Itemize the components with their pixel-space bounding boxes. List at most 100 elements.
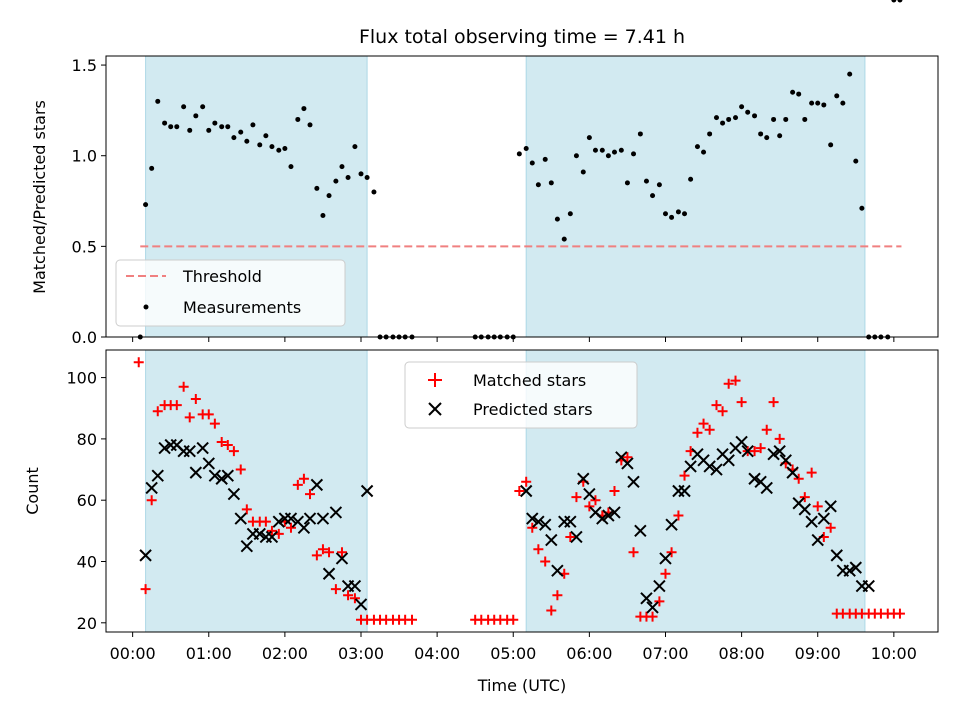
measurement-point <box>529 160 535 166</box>
matched-point <box>717 406 728 417</box>
matched-point <box>152 406 163 417</box>
measurement-point <box>371 189 377 195</box>
measurement-point <box>307 122 313 128</box>
predicted-point <box>583 487 596 501</box>
measurement-point <box>796 91 802 97</box>
matched-point <box>305 489 316 500</box>
matched-point <box>241 504 252 515</box>
measurements-legend-label: Measurements <box>183 298 301 317</box>
matched-point <box>349 593 360 604</box>
top-legend-box <box>115 259 346 327</box>
matched-point <box>203 409 214 420</box>
matched-point <box>407 614 418 625</box>
measurement-point <box>358 171 364 177</box>
matched-point <box>146 495 157 506</box>
measurement-point <box>288 164 294 170</box>
predicted-point <box>519 484 533 498</box>
predicted-point <box>665 518 678 531</box>
matched-point <box>317 544 328 555</box>
measurement-point <box>206 127 212 133</box>
x-tick-label: 06:00 <box>566 644 612 663</box>
matched-point <box>755 443 766 454</box>
measurement-point <box>326 193 332 199</box>
measurement-point <box>320 213 326 219</box>
bottom-y-tick-label: 40 <box>77 553 97 572</box>
matched-point <box>812 501 823 512</box>
matched-point <box>521 476 532 487</box>
measurement-point <box>624 180 630 186</box>
matched-point <box>235 464 246 475</box>
matched-point <box>324 547 335 558</box>
measurement-point <box>523 145 529 151</box>
measurement-point <box>333 178 339 184</box>
bottom-y-tick-label: 80 <box>77 430 97 449</box>
predicted-point <box>208 469 222 482</box>
measurement-point <box>364 174 370 180</box>
matched-point <box>533 544 544 555</box>
measurement-point <box>828 142 834 148</box>
measurement-point <box>764 135 770 141</box>
measurement-point <box>352 144 358 150</box>
matched-point <box>552 590 563 601</box>
x-tick-label: 10:00 <box>871 644 917 663</box>
predicted-point <box>798 503 811 516</box>
predicted-point <box>627 475 640 489</box>
measurement-point <box>516 151 522 157</box>
predicted-points <box>139 435 875 614</box>
matched-point <box>793 473 804 484</box>
measurement-point <box>790 89 796 95</box>
predicted-point <box>310 478 324 492</box>
matched-point <box>825 522 836 533</box>
top-panel: 0.0 0.5 1.0 1.5 Matched/Predicted stars Thr… <box>30 0 939 347</box>
measurement-point <box>580 169 586 175</box>
measurements-legend-swatch <box>143 304 149 310</box>
predicted-point <box>564 515 577 528</box>
measurement-point <box>720 120 726 126</box>
matched-point <box>679 470 690 481</box>
x-tick-label: 09:00 <box>795 644 841 663</box>
x-axis-label: Time (UTC) <box>477 676 566 695</box>
matched-point <box>184 412 195 423</box>
measurement-point <box>276 147 282 153</box>
matched-point <box>894 608 905 619</box>
matched-point <box>571 492 582 503</box>
measurement-point <box>592 147 598 153</box>
predicted-point <box>551 564 564 577</box>
predicted-point <box>596 512 609 525</box>
measurement-point <box>586 135 592 141</box>
measurement-point <box>314 185 320 191</box>
matched-point <box>133 357 144 368</box>
measurement-point <box>707 131 713 137</box>
predicted-point <box>348 579 362 593</box>
predicted-point <box>234 512 247 525</box>
measurement-point <box>802 116 808 122</box>
matched-point <box>190 394 201 405</box>
bottom-panel: 20 40 60 80 100 00:00 01:00 02:00 03:00 04:00 05:0… <box>23 349 939 695</box>
bottom-y-tick-label: 100 <box>66 369 97 388</box>
measurement-point <box>745 109 751 115</box>
measurement-point <box>840 100 846 106</box>
predicted-point <box>202 457 215 470</box>
predicted-point <box>322 567 336 580</box>
top-ticks: 0.0 0.5 1.0 1.5 <box>72 56 895 347</box>
measurement-point <box>301 106 307 112</box>
predicted-point <box>862 579 875 593</box>
predicted-point <box>145 481 158 495</box>
predicted-point <box>811 533 824 547</box>
measurement-point <box>219 124 225 130</box>
predicted-point <box>570 530 583 544</box>
predicted-point <box>602 509 615 522</box>
predicted-legend-label: Predicted stars <box>473 400 593 419</box>
measurement-point <box>174 124 180 130</box>
predicted-point <box>703 460 716 473</box>
matched-point <box>266 525 277 536</box>
predicted-point <box>843 564 856 577</box>
measurement-point <box>815 100 821 106</box>
predicted-point <box>805 515 818 528</box>
measurement-point <box>535 182 541 188</box>
matched-point <box>228 446 239 457</box>
measurement-point <box>573 153 579 159</box>
x-tick-label: 07:00 <box>642 644 688 663</box>
matched-point <box>704 424 715 435</box>
